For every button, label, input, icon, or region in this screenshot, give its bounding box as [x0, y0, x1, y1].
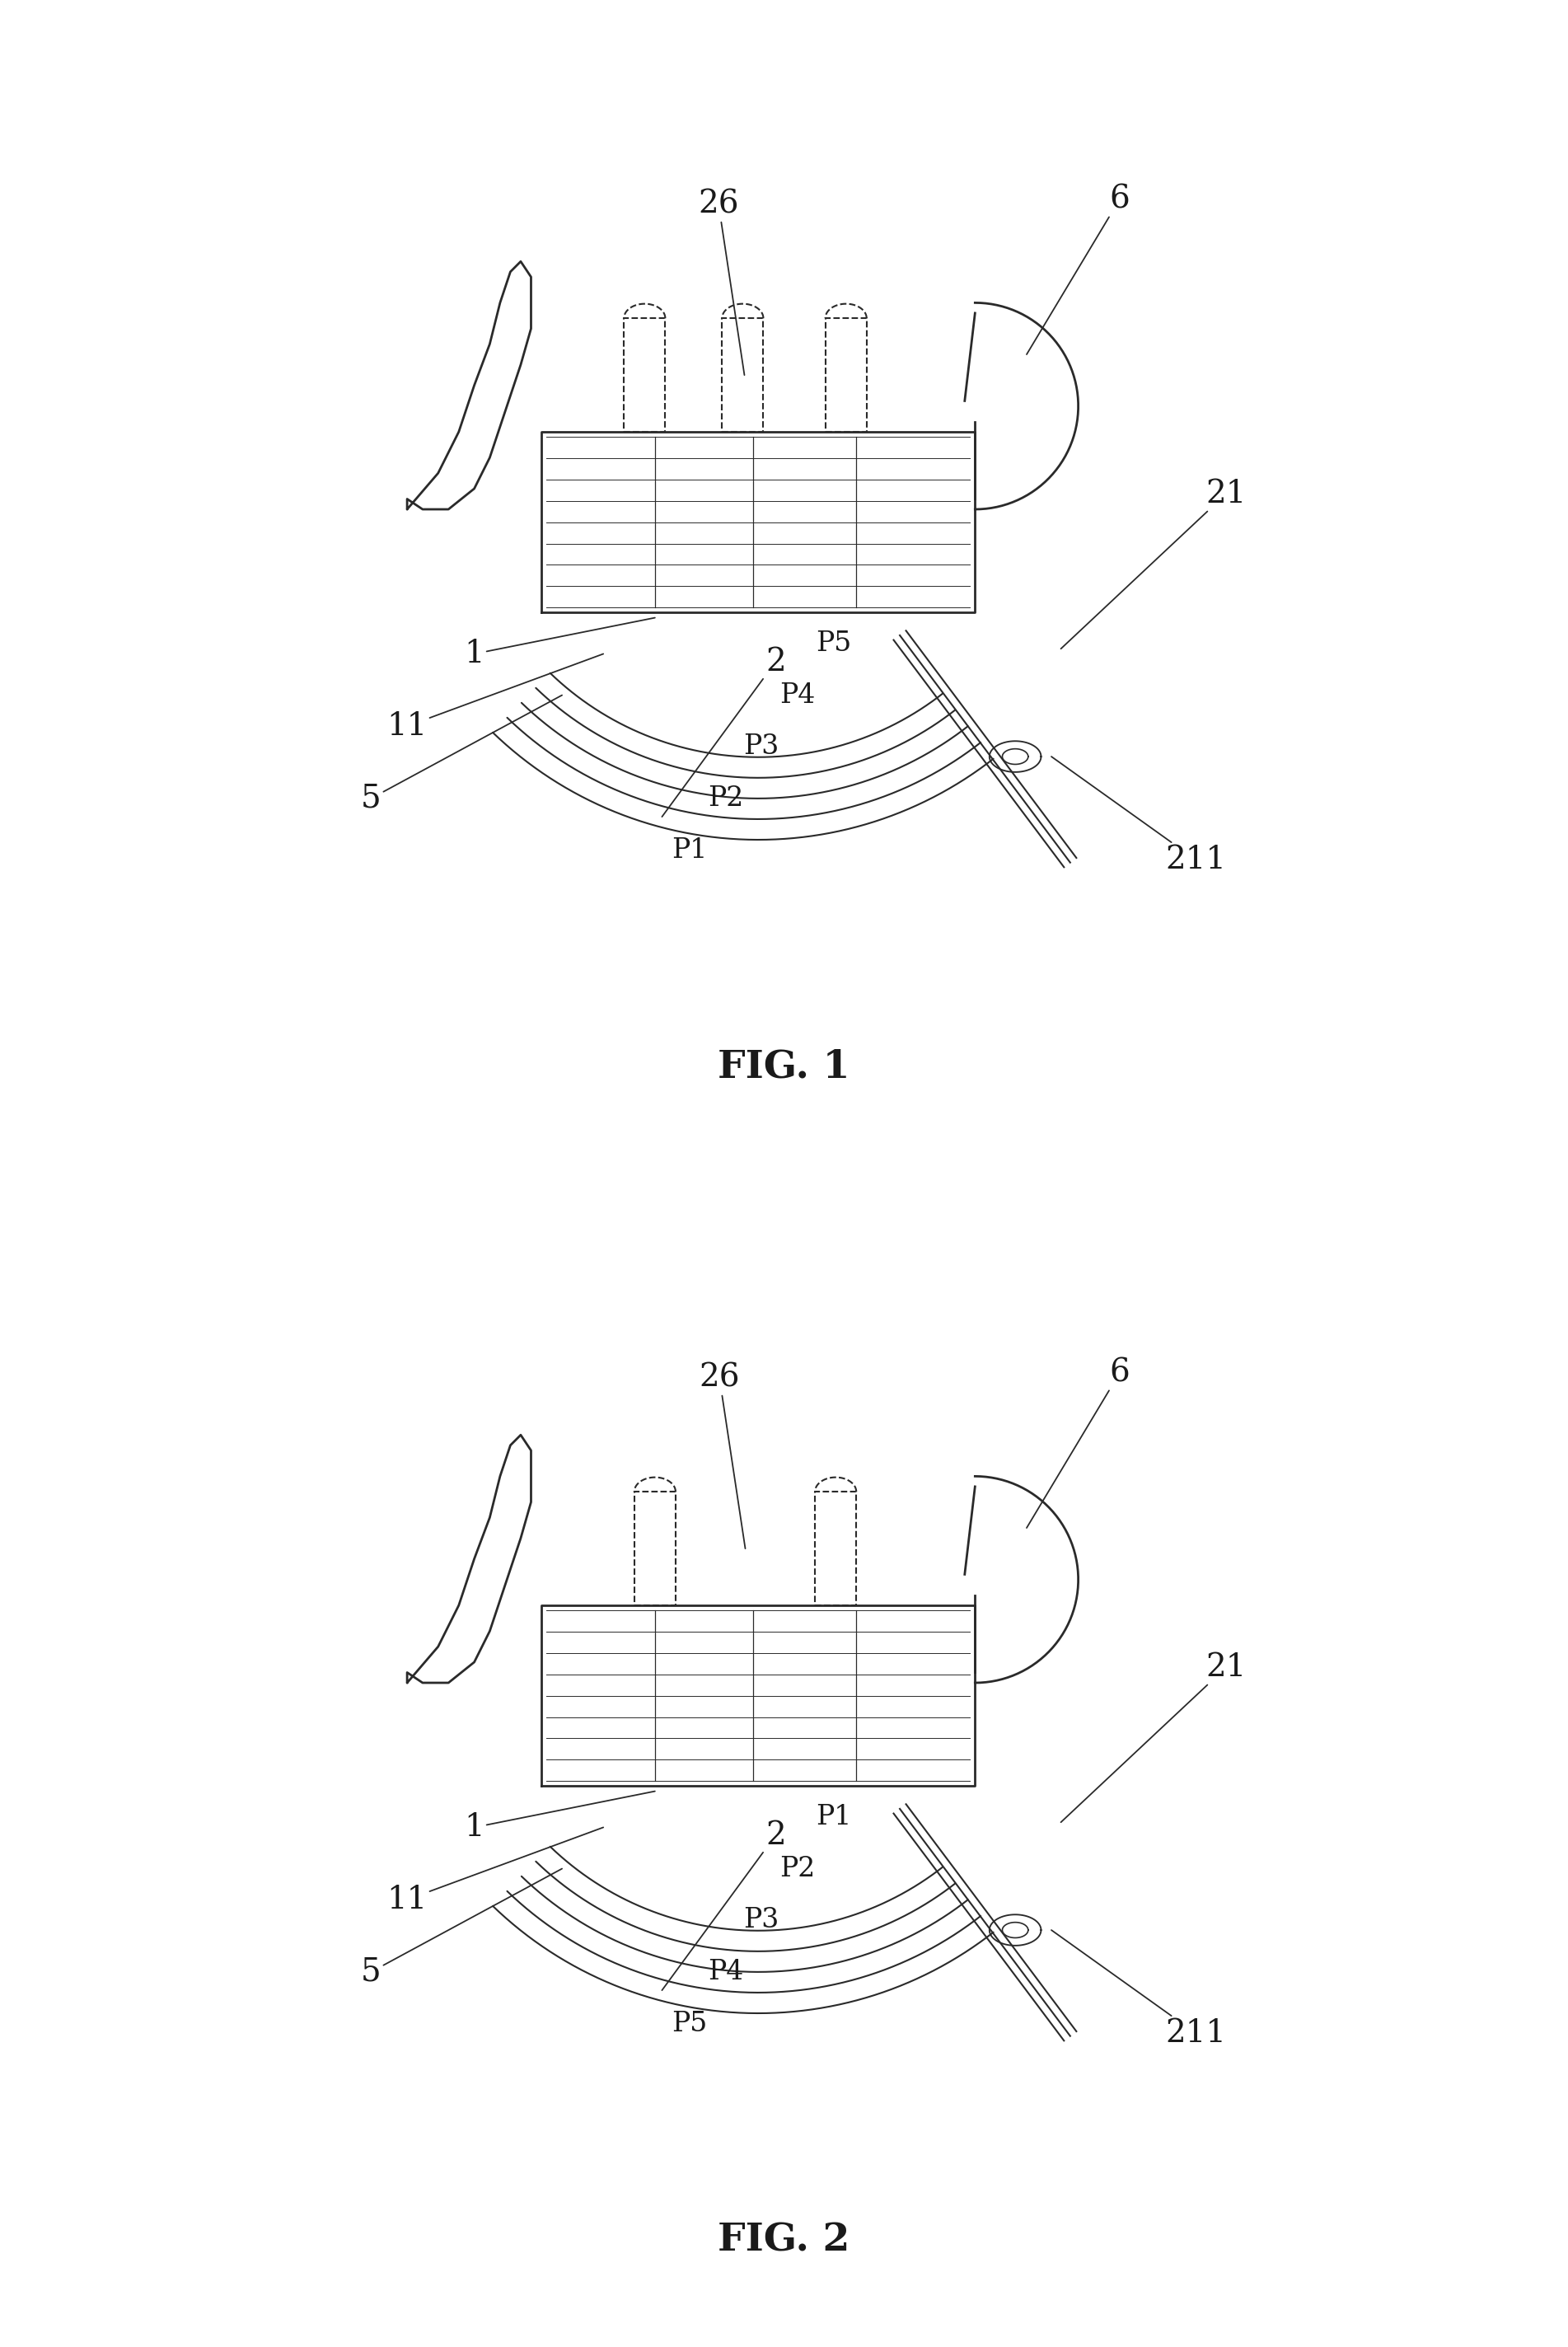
Text: 11: 11 [387, 1828, 604, 1915]
Text: 211: 211 [1052, 1929, 1226, 2049]
Text: 6: 6 [1027, 1359, 1131, 1528]
Text: 211: 211 [1052, 756, 1226, 875]
Text: P4: P4 [707, 1960, 743, 1986]
Text: 26: 26 [699, 1364, 745, 1549]
Text: P5: P5 [815, 631, 851, 657]
Text: 1: 1 [464, 617, 655, 669]
Text: P5: P5 [671, 2011, 707, 2037]
Text: P1: P1 [671, 838, 707, 864]
Text: 21: 21 [1062, 1652, 1247, 1821]
Text: P3: P3 [743, 1908, 779, 1934]
Text: P3: P3 [743, 735, 779, 760]
Text: 6: 6 [1027, 185, 1131, 354]
Text: 2: 2 [662, 648, 786, 817]
Text: FIG. 1: FIG. 1 [718, 1049, 850, 1087]
Text: P2: P2 [779, 1856, 815, 1882]
Text: 2: 2 [662, 1821, 786, 1990]
Text: 5: 5 [361, 1868, 561, 1988]
Text: 5: 5 [361, 695, 561, 814]
Text: 11: 11 [387, 655, 604, 742]
Text: 1: 1 [464, 1791, 655, 1842]
Text: P1: P1 [815, 1805, 851, 1831]
Text: P4: P4 [779, 683, 815, 709]
Text: FIG. 2: FIG. 2 [718, 2223, 850, 2260]
Text: 26: 26 [698, 190, 745, 376]
Text: 21: 21 [1062, 479, 1247, 648]
Text: P2: P2 [707, 786, 743, 812]
